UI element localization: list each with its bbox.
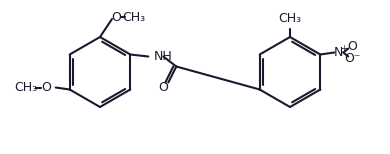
Text: +: +	[340, 44, 347, 53]
Text: CH₃: CH₃	[122, 10, 145, 24]
Text: O: O	[347, 40, 357, 53]
Text: O: O	[111, 10, 121, 24]
Text: CH₃: CH₃	[14, 81, 37, 94]
Text: CH₃: CH₃	[278, 12, 301, 25]
Text: NH: NH	[153, 50, 172, 63]
Text: O⁻: O⁻	[344, 52, 361, 65]
Text: O: O	[41, 81, 51, 94]
Text: O: O	[158, 81, 168, 94]
Text: N: N	[333, 46, 343, 59]
